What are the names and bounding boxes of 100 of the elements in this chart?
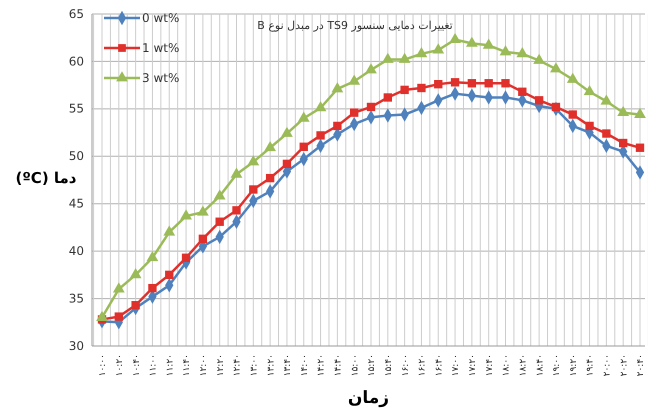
point — [216, 218, 224, 226]
legend-label: 3 wt% — [142, 71, 180, 86]
point — [384, 93, 392, 102]
point — [468, 79, 476, 88]
point — [298, 112, 310, 122]
x-tick-label: ۱۶:۰۰ — [400, 354, 411, 376]
point — [316, 131, 325, 140]
point — [602, 129, 611, 138]
x-tick-label: ۲۰:۴۰ — [636, 354, 646, 376]
x-tick-label: ۱۷:۲۰ — [468, 354, 478, 376]
y-axis-title: دما (ºC) — [15, 169, 77, 187]
point — [600, 94, 612, 105]
x-tick-label: ۱۲:۲۰ — [216, 354, 226, 376]
point — [516, 47, 528, 58]
point — [314, 101, 326, 112]
point — [534, 96, 544, 105]
point — [400, 86, 409, 94]
point — [416, 47, 428, 58]
x-tick-label: ۱۰:۴۰ — [132, 354, 142, 376]
point — [417, 84, 426, 92]
x-axis-title: زمان — [348, 388, 390, 408]
x-tick-label: ۱۹:۲۰ — [568, 354, 579, 376]
point — [331, 82, 344, 92]
x-tick-label: ۱۷:۰۰ — [451, 354, 462, 376]
point — [484, 79, 493, 88]
x-tick-label: ۱۸:۲۰ — [518, 354, 528, 376]
point — [365, 63, 377, 74]
y-tick-label: 65 — [68, 6, 84, 21]
point — [282, 160, 292, 168]
y-tick-label: 55 — [68, 102, 84, 116]
x-tick-label: ۱۸:۴۰ — [535, 354, 546, 376]
point — [552, 102, 560, 112]
text: تغییرات دمایی سنسور TS9 در مبدل نوع B — [257, 19, 453, 32]
point — [617, 106, 630, 116]
x-tick-label: ۱۲:۰۰ — [199, 354, 210, 376]
point — [500, 45, 512, 56]
x-tick-label: ۱۸:۰۰ — [502, 354, 512, 376]
x-tick-label: ۱۱:۰۰ — [148, 354, 159, 376]
x-tick-label: ۱۱:۴۰ — [182, 354, 192, 376]
point — [182, 254, 190, 262]
y-tick-label: 50 — [68, 149, 84, 164]
point — [230, 168, 242, 178]
y-tick-label: 45 — [68, 196, 84, 211]
legend-label: 1 wt% — [142, 41, 180, 56]
point — [566, 72, 579, 83]
x-tick-label: ۱۹:۴۰ — [586, 354, 596, 376]
x-tick-label: ۲۰:۰۰ — [602, 354, 613, 376]
point — [449, 32, 461, 44]
point — [533, 54, 546, 64]
point — [198, 234, 208, 243]
point — [247, 155, 260, 166]
point — [432, 43, 444, 54]
y-tick-label: 35 — [68, 291, 84, 306]
point — [214, 189, 226, 200]
point — [585, 122, 594, 130]
point — [568, 110, 577, 119]
x-tick-label: ۱۷:۴۰ — [484, 354, 495, 376]
x-tick-label: ۱۹:۰۰ — [552, 354, 562, 376]
legend-label: 0 wt% — [142, 11, 180, 26]
point — [131, 301, 140, 310]
x-tick-label: ۱۴:۴۰ — [334, 354, 344, 376]
point — [114, 312, 123, 321]
x-tick-label: ۱۰:۰۰ — [98, 354, 108, 376]
x-tick-label: ۲۰:۲۰ — [619, 354, 630, 376]
y-tick-label: 60 — [68, 54, 84, 68]
point — [148, 284, 157, 292]
x-tick-label: ۱۶:۲۰ — [418, 354, 428, 376]
point — [232, 206, 241, 215]
point — [366, 102, 376, 112]
x-tick-label: ۱۵:۰۰ — [350, 354, 360, 376]
point — [350, 108, 358, 117]
point — [264, 140, 276, 152]
point — [636, 144, 644, 152]
x-tick-label: ۱۱:۲۰ — [165, 354, 176, 376]
point — [584, 84, 596, 96]
point — [382, 52, 394, 63]
x-tick-label: ۱۰:۲۰ — [114, 354, 125, 376]
point — [348, 74, 360, 85]
x-tick-label: ۱۴:۰۰ — [300, 354, 310, 376]
x-tick-label: ۱۵:۴۰ — [384, 354, 394, 376]
x-tick-label: ۱۵:۲۰ — [367, 354, 378, 376]
point — [634, 108, 646, 118]
x-tick-label: ۱۳:۴۰ — [283, 354, 294, 376]
point — [249, 185, 258, 194]
point — [482, 38, 495, 49]
x-tick-label: ۱۳:۰۰ — [249, 354, 260, 376]
point — [434, 80, 442, 88]
point — [300, 142, 308, 151]
y-tick-label: 30 — [68, 338, 84, 353]
point — [450, 78, 460, 86]
point — [466, 36, 478, 47]
point — [550, 62, 562, 72]
point — [619, 138, 628, 148]
point — [501, 79, 510, 88]
point — [165, 270, 174, 280]
x-tick-label: ۱۶:۴۰ — [434, 354, 444, 376]
point — [281, 126, 293, 137]
x-tick-label: ۱۳:۲۰ — [266, 354, 276, 376]
x-tick-label: ۱۲:۴۰ — [232, 354, 243, 376]
point — [398, 52, 411, 63]
